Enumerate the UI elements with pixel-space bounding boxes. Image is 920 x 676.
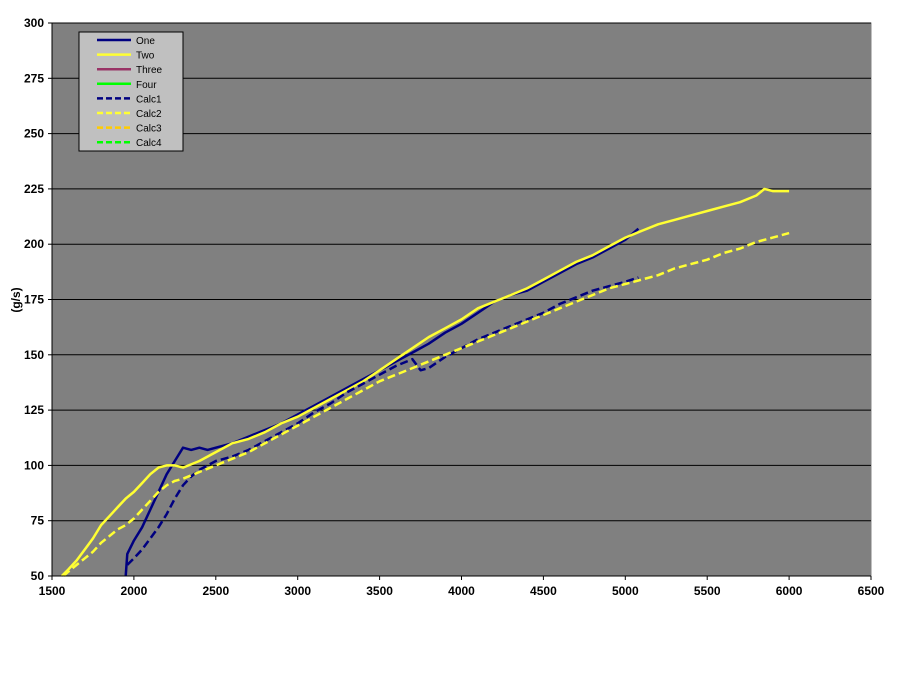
legend-label-three: Three bbox=[136, 65, 163, 76]
x-tick-label: 5500 bbox=[694, 584, 721, 598]
y-tick-label: 200 bbox=[24, 237, 44, 251]
x-tick-label: 5000 bbox=[612, 584, 639, 598]
y-tick-label: 125 bbox=[24, 403, 44, 417]
y-ticks: 50 75 100 125 150 175 200 225 250 275 300 bbox=[24, 16, 52, 583]
legend-label-calc3: Calc3 bbox=[136, 124, 162, 135]
legend-label-two: Two bbox=[136, 51, 155, 62]
x-tick-label: 3000 bbox=[284, 584, 311, 598]
y-tick-label: 250 bbox=[24, 127, 44, 141]
legend-label-calc1: Calc1 bbox=[136, 94, 162, 105]
legend-label-four: Four bbox=[136, 80, 157, 91]
x-tick-label: 2000 bbox=[121, 584, 148, 598]
y-tick-label: 175 bbox=[24, 293, 44, 307]
series-line-two bbox=[60, 187, 790, 577]
y-tick-label: 50 bbox=[31, 569, 45, 583]
legend: One Two Three Four Calc1 Calc2 Calc3 Calc4 bbox=[78, 31, 184, 152]
legend-label-calc4: Calc4 bbox=[136, 138, 162, 149]
x-tick-label: 6500 bbox=[858, 584, 885, 598]
x-tick-label: 4000 bbox=[448, 584, 475, 598]
x-tick-label: 6000 bbox=[776, 584, 803, 598]
x-tick-label: 4500 bbox=[530, 584, 557, 598]
x-ticks: 1500 2000 2500 3000 3500 4000 4500 5000 5500 6000… bbox=[39, 576, 885, 598]
legend-label-one: One bbox=[136, 36, 155, 47]
series-lines bbox=[60, 187, 790, 577]
series-line-calc1 bbox=[126, 276, 639, 566]
x-tick-label: 3500 bbox=[366, 584, 393, 598]
x-tick-label: 2500 bbox=[202, 584, 229, 598]
y-tick-label: 100 bbox=[24, 458, 44, 472]
x-tick-label: 1500 bbox=[39, 584, 66, 598]
y-tick-label: 275 bbox=[24, 71, 44, 85]
series-line-one bbox=[124, 227, 640, 577]
legend-label-calc2: Calc2 bbox=[136, 109, 162, 120]
y-tick-label: 300 bbox=[24, 16, 44, 30]
y-tick-label: 150 bbox=[24, 348, 44, 362]
legend-box bbox=[78, 31, 184, 152]
y-tick-label: 75 bbox=[31, 514, 45, 528]
legend-items: One Two Three Four Calc1 Calc2 Calc3 Calc4 bbox=[97, 36, 163, 149]
y-tick-label: 225 bbox=[24, 182, 44, 196]
y-axis-title: (g/s) bbox=[9, 287, 23, 312]
series-line-calc2 bbox=[62, 231, 790, 577]
